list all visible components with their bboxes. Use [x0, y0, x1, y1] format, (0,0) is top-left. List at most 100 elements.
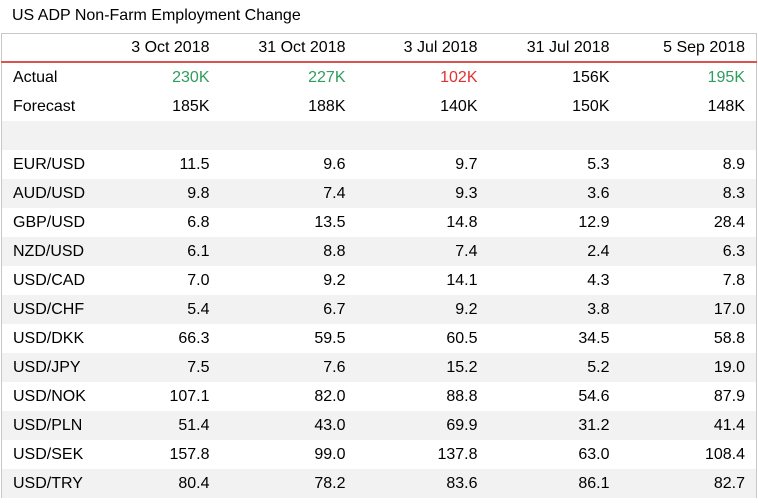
column-header: 31 Jul 2018 — [488, 33, 621, 63]
pair-label: USD/CHF — [1, 295, 96, 324]
actual-value: 156K — [572, 68, 610, 86]
column-header: 3 Jul 2018 — [356, 33, 489, 63]
pair-row: USD/PLN 51.4 43.0 69.9 31.2 41.4 — [1, 411, 757, 440]
pair-value: 8.8 — [220, 237, 357, 266]
pair-value: 9.6 — [323, 155, 346, 173]
column-header: 5 Sep 2018 — [620, 33, 757, 63]
pair-row: EUR/USD 11.5 9.6 9.7 5.3 8.9 — [2, 150, 757, 179]
pair-value: 7.0 — [187, 271, 210, 289]
pair-value: 80.4 — [95, 469, 221, 498]
spacer-cell — [95, 121, 221, 150]
pair-value: 15.2 — [356, 353, 489, 382]
column-header: 3 Oct 2018 — [95, 33, 221, 63]
pair-row: USD/CHF 5.4 6.7 9.2 3.8 17.0 — [1, 295, 757, 324]
pair-value: 66.3 — [178, 329, 210, 347]
header-corner — [1, 33, 96, 63]
pair-value: 4.3 — [587, 271, 610, 289]
pair-value: 9.3 — [356, 179, 489, 208]
pair-value: 6.3 — [620, 237, 757, 266]
pair-value: 14.8 — [446, 213, 478, 231]
pair-value: 7.4 — [356, 237, 489, 266]
spacer-cell — [1, 121, 96, 150]
pair-value: 6.8 — [187, 213, 210, 231]
row-label: Actual — [13, 68, 58, 86]
forecast-value: 150K — [572, 97, 610, 115]
pair-value: 5.4 — [95, 295, 221, 324]
pair-value: 11.5 — [179, 155, 210, 173]
pair-value: 60.5 — [446, 329, 478, 347]
spacer-cell — [356, 121, 489, 150]
pair-value: 82.7 — [620, 469, 757, 498]
pair-value: 9.2 — [323, 271, 346, 289]
pair-value: 28.4 — [713, 213, 745, 231]
pair-value: 19.0 — [620, 353, 757, 382]
forecast-row: Forecast 185K 188K 140K 150K 148K — [2, 92, 757, 121]
pair-label: USD/DKK — [13, 329, 85, 347]
pair-value: 63.0 — [578, 445, 610, 463]
pair-row: NZD/USD 6.1 8.8 7.4 2.4 6.3 — [1, 237, 757, 266]
pair-value: 107.1 — [169, 387, 210, 405]
pair-value: 88.8 — [446, 387, 478, 405]
pair-value: 7.6 — [220, 353, 357, 382]
pair-row: USD/NOK 107.1 82.0 88.8 54.6 87.9 — [2, 382, 757, 411]
actual-value: 230K — [172, 68, 210, 86]
pair-value: 8.3 — [620, 179, 757, 208]
actual-row: Actual 230K 227K 102K 156K 195K — [2, 62, 757, 92]
pair-value: 7.5 — [95, 353, 221, 382]
pair-value: 9.8 — [95, 179, 221, 208]
forecast-value: 140K — [440, 97, 478, 115]
pair-value: 157.8 — [169, 445, 210, 463]
pair-row: USD/TRY 80.4 78.2 83.6 86.1 82.7 — [1, 469, 757, 498]
pair-value: 43.0 — [220, 411, 357, 440]
pair-value: 9.2 — [356, 295, 489, 324]
pair-row: AUD/USD 9.8 7.4 9.3 3.6 8.3 — [1, 179, 757, 208]
pair-value: 9.7 — [455, 155, 478, 173]
pair-row: USD/CAD 7.0 9.2 14.1 4.3 7.8 — [2, 266, 757, 295]
pair-value: 7.8 — [722, 271, 745, 289]
pair-label: USD/TRY — [1, 469, 96, 498]
pair-value: 5.3 — [587, 155, 610, 173]
pair-label: NZD/USD — [1, 237, 96, 266]
spacer-row — [1, 121, 757, 150]
pair-value: 3.6 — [488, 179, 621, 208]
pair-value: 99.0 — [314, 445, 346, 463]
pair-value: 7.4 — [220, 179, 357, 208]
pair-value: 14.1 — [446, 271, 478, 289]
pair-value: 69.9 — [356, 411, 489, 440]
spacer-cell — [488, 121, 621, 150]
pair-value: 8.9 — [722, 155, 745, 173]
pair-value: 41.4 — [620, 411, 757, 440]
pair-value: 83.6 — [356, 469, 489, 498]
header-row: 3 Oct 2018 31 Oct 2018 3 Jul 2018 31 Jul 20… — [1, 33, 757, 63]
pair-value: 2.4 — [488, 237, 621, 266]
spacer-cell — [220, 121, 357, 150]
pair-label: GBP/USD — [13, 213, 86, 231]
pair-value: 59.5 — [314, 329, 346, 347]
pair-value: 6.1 — [95, 237, 221, 266]
pair-value: 17.0 — [620, 295, 757, 324]
pair-label: USD/NOK — [13, 387, 86, 405]
pair-value: 54.6 — [578, 387, 610, 405]
forecast-value: 185K — [172, 97, 210, 115]
pair-value: 78.2 — [220, 469, 357, 498]
pair-label: AUD/USD — [1, 179, 96, 208]
actual-value: 195K — [707, 68, 745, 86]
row-label: Forecast — [13, 97, 76, 115]
forecast-value: 148K — [707, 97, 745, 115]
column-header: 31 Oct 2018 — [220, 33, 357, 63]
employment-fx-table: 3 Oct 2018 31 Oct 2018 3 Jul 2018 31 Jul 20… — [1, 33, 757, 498]
pair-value: 3.8 — [488, 295, 621, 324]
table-title: US ADP Non-Farm Employment Change — [12, 7, 301, 24]
actual-value: 227K — [308, 68, 346, 86]
pair-label: USD/PLN — [1, 411, 96, 440]
pair-value: 58.8 — [713, 329, 745, 347]
pair-label: EUR/USD — [13, 155, 86, 173]
forecast-value: 188K — [308, 97, 346, 115]
actual-value: 102K — [440, 68, 478, 86]
pair-row: USD/DKK 66.3 59.5 60.5 34.5 58.8 — [2, 324, 757, 353]
pair-value: 108.4 — [704, 445, 745, 463]
pair-label: USD/CAD — [13, 271, 86, 289]
pair-value: 87.9 — [713, 387, 745, 405]
pair-label: USD/JPY — [1, 353, 96, 382]
pair-row: USD/SEK 157.8 99.0 137.8 63.0 108.4 — [2, 440, 757, 469]
